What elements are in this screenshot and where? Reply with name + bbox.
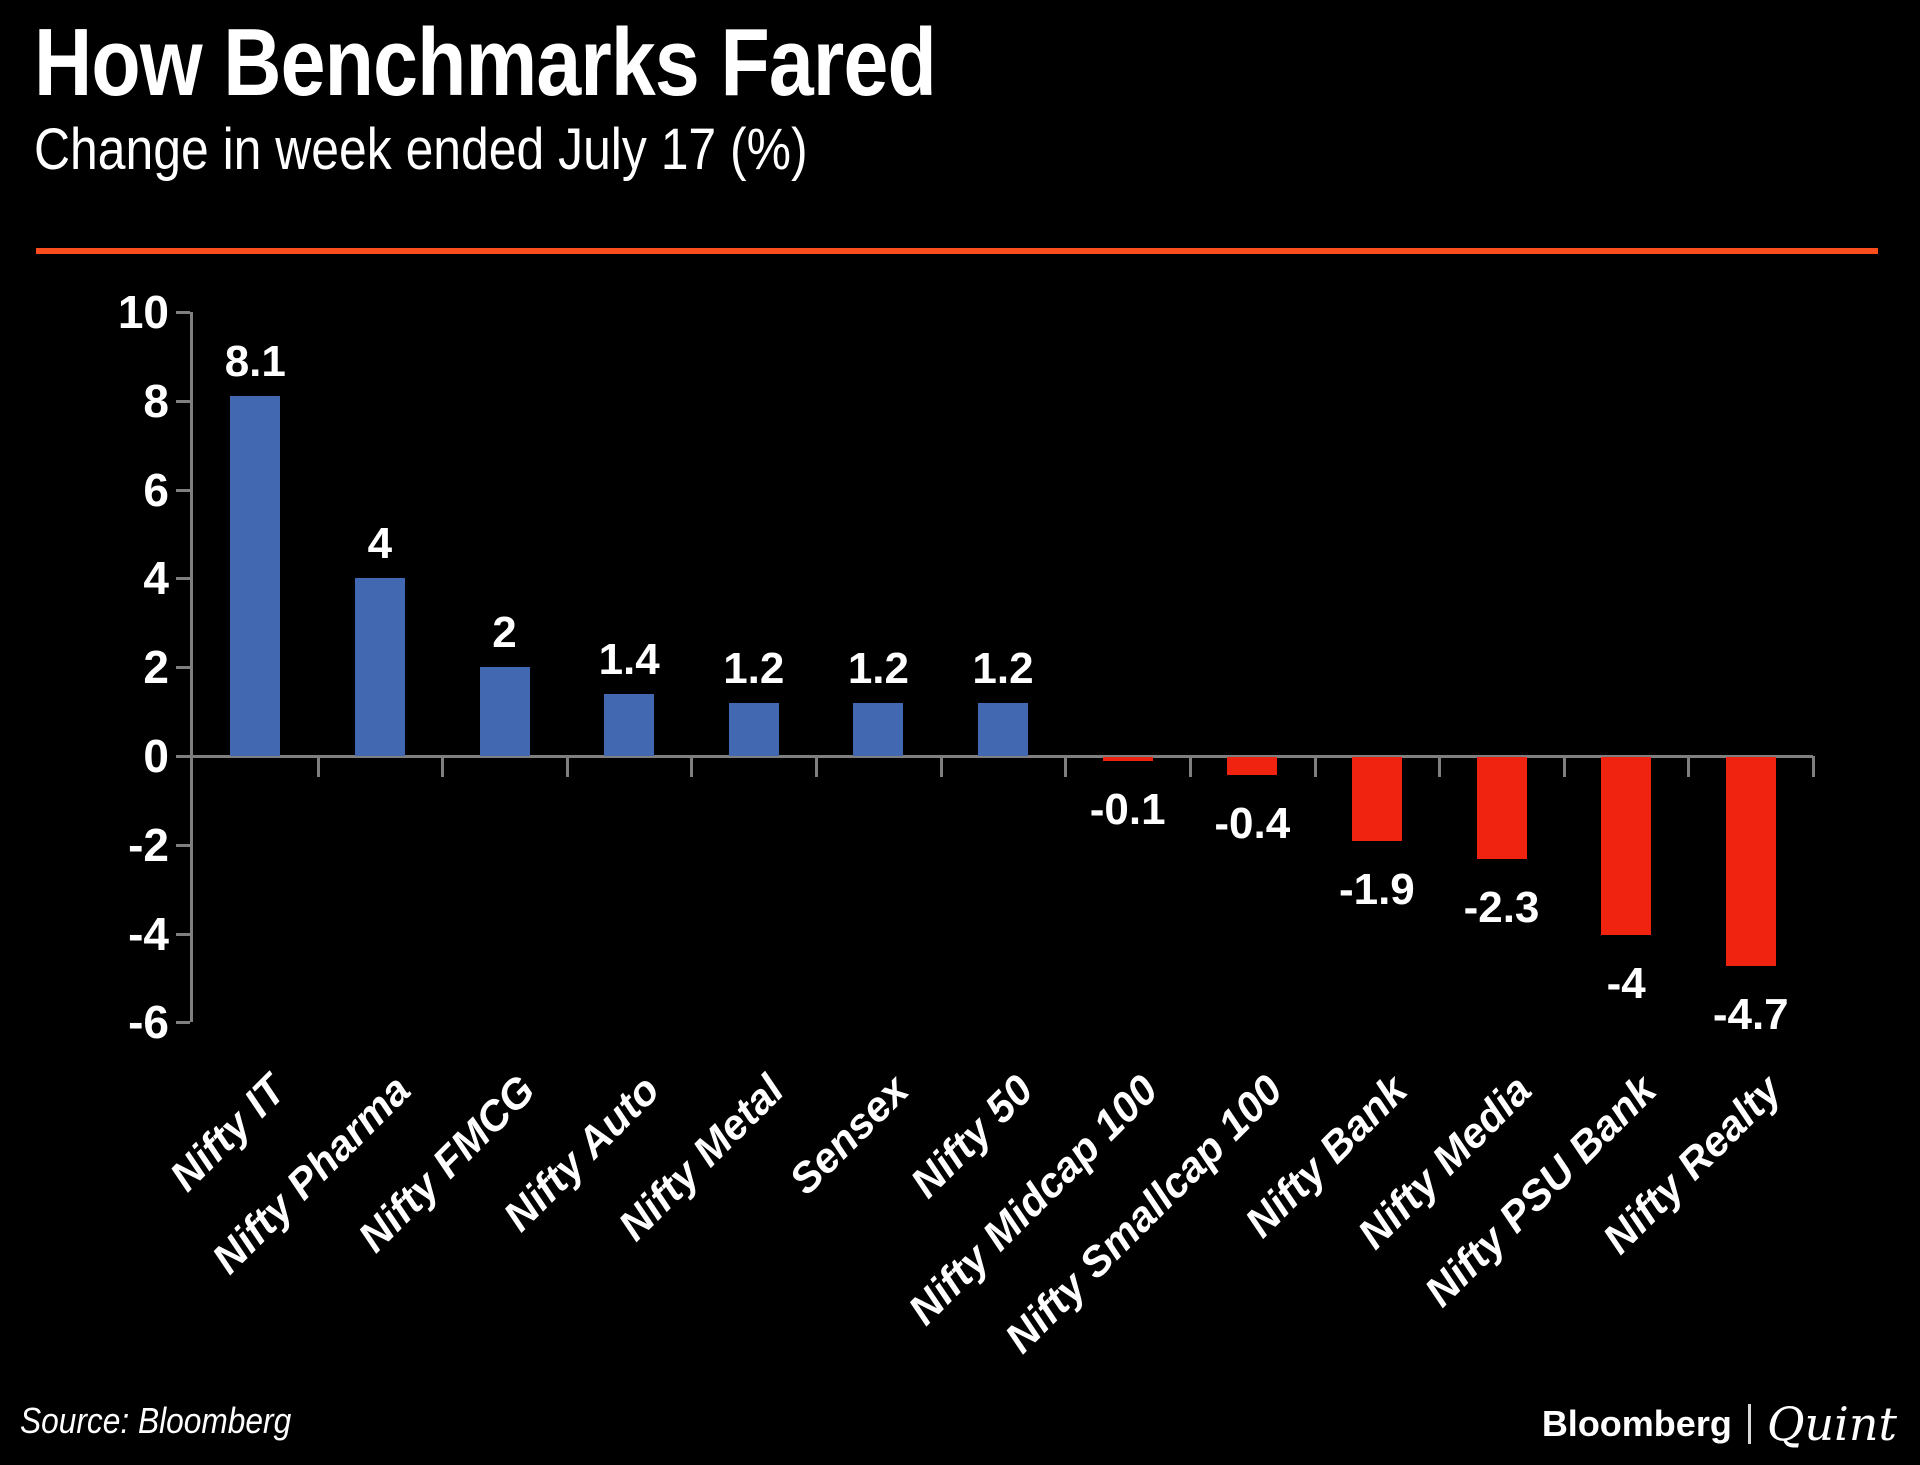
x-axis-tick	[441, 756, 445, 777]
bar-nifty-auto	[604, 693, 655, 756]
y-axis-tick	[176, 311, 190, 314]
value-label: 1.2	[723, 643, 785, 693]
bar-nifty-50	[978, 702, 1029, 756]
y-axis-line	[190, 312, 193, 1023]
value-label: 1.2	[972, 643, 1034, 693]
y-tick-label: 0	[143, 730, 169, 782]
x-axis-line	[190, 755, 1814, 758]
page-title-text: How Benchmarks Fared	[34, 9, 937, 116]
source-note-text: Source: Bloomberg	[20, 1400, 292, 1441]
bar-nifty-it	[230, 396, 281, 756]
x-axis-tick	[1313, 756, 1317, 777]
bloomberg-wordmark: Bloomberg	[1541, 1403, 1732, 1444]
bar-nifty-psu-bank	[1601, 757, 1652, 935]
y-tick-label: 4	[143, 552, 169, 605]
y-tick-label: -4	[128, 907, 169, 960]
source-note: Source: Bloomberg	[20, 1400, 328, 1442]
y-axis-tick	[176, 577, 190, 581]
x-axis-tick	[1188, 756, 1192, 777]
page-subtitle-text: Change in week ended July 17 (%)	[34, 117, 808, 182]
y-tick-label: 2	[143, 641, 169, 694]
quint-wordmark: Quint	[1766, 1397, 1897, 1451]
bar-nifty-midcap-100	[1102, 757, 1153, 762]
y-axis-tick	[176, 932, 190, 936]
value-label: 4	[367, 519, 393, 569]
value-label: -0.4	[1214, 798, 1291, 848]
x-axis-tick	[565, 756, 569, 777]
logo-separator	[1747, 1404, 1751, 1444]
publisher-logo: Bloomberg Quint	[1541, 1397, 1897, 1451]
bar-nifty-pharma	[354, 578, 405, 756]
y-axis-tick	[176, 843, 190, 847]
y-axis-tick	[176, 399, 190, 403]
bar-nifty-fmcg	[479, 667, 530, 756]
bar-nifty-media	[1476, 757, 1527, 860]
value-label: -1.9	[1338, 865, 1415, 915]
bar-sensex	[853, 702, 904, 756]
x-axis-tick	[316, 756, 320, 777]
y-tick-label: 8	[143, 374, 169, 427]
y-axis-tick	[176, 488, 190, 492]
value-label: -4	[1606, 958, 1646, 1008]
bar-nifty-realty	[1725, 757, 1776, 966]
value-label: -0.1	[1089, 785, 1166, 835]
x-axis-tick	[1064, 756, 1068, 777]
y-tick-label: -2	[128, 818, 169, 871]
bar-nifty-smallcap-100	[1227, 757, 1278, 775]
y-tick-label: -6	[128, 996, 169, 1049]
value-label: 8.1	[224, 337, 286, 387]
accent-divider	[36, 248, 1878, 254]
value-label: 1.4	[598, 634, 660, 684]
x-axis-tick	[690, 756, 694, 777]
bar-nifty-metal	[728, 702, 779, 756]
page-title: How Benchmarks Fared	[34, 14, 1108, 112]
x-axis-tick	[1687, 756, 1691, 777]
y-axis-tick	[176, 755, 190, 758]
y-tick-label: 6	[143, 463, 169, 516]
page-subtitle: Change in week ended July 17 (%)	[34, 117, 934, 182]
value-label: -4.7	[1712, 989, 1789, 1039]
value-label: 1.2	[847, 643, 909, 693]
x-axis-tick	[939, 756, 943, 777]
x-axis-tick	[1438, 756, 1442, 777]
x-axis-tick	[1812, 756, 1816, 777]
y-axis-tick	[176, 666, 190, 670]
y-tick-label: 10	[117, 286, 169, 338]
y-axis-tick	[176, 1021, 190, 1025]
category-label: Nifty PSU Bank	[1415, 1065, 1666, 1316]
value-label: -2.3	[1463, 883, 1540, 933]
x-axis-tick	[1562, 756, 1566, 777]
bar-nifty-bank	[1351, 757, 1402, 842]
value-label: 2	[492, 608, 517, 658]
category-label: Sensex	[780, 1065, 918, 1204]
x-axis-tick	[815, 756, 819, 777]
